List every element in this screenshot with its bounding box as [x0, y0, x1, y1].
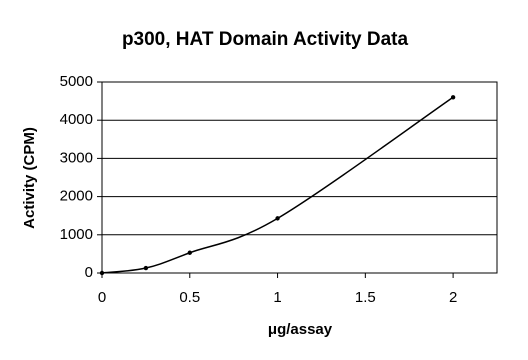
x-tick-label: 2 [449, 289, 457, 306]
y-tick-label: 4000 [60, 111, 93, 128]
y-tick-label: 5000 [60, 73, 93, 90]
chart-title: p300, HAT Domain Activity Data [122, 29, 409, 50]
x-tick-label: 1.5 [355, 289, 376, 306]
x-tick-label: 1 [273, 289, 281, 306]
y-axis-title: Activity (CPM) [21, 127, 38, 229]
marker [187, 250, 192, 255]
y-tick-label: 3000 [60, 149, 93, 166]
y-tick-label: 2000 [60, 188, 93, 205]
x-tick-label: 0.5 [179, 289, 200, 306]
plot-frame [101, 81, 498, 274]
marker [450, 95, 456, 100]
x-tick-label: 0 [98, 289, 106, 306]
marker [143, 265, 149, 271]
y-tick-label: 0 [85, 264, 93, 281]
x-axis-title: μg/assay [268, 321, 333, 338]
marker [275, 216, 280, 221]
line [101, 96, 454, 274]
marker [99, 270, 105, 276]
y-tick-label: 1000 [60, 226, 93, 243]
